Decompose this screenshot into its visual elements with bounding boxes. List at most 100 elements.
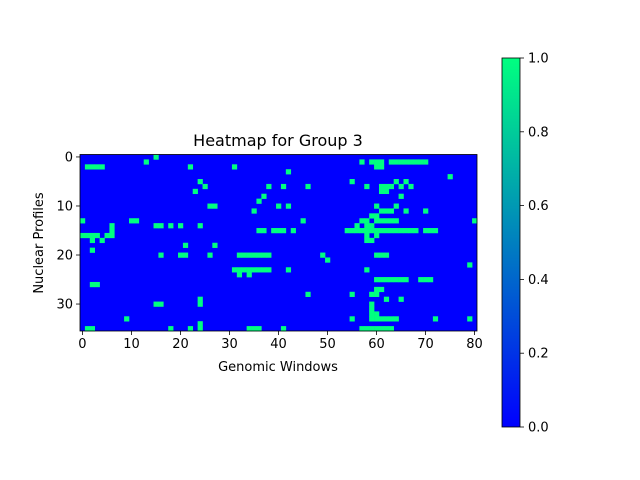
- heatmap-cell: [388, 208, 394, 214]
- heatmap-cell: [143, 159, 149, 165]
- heatmap-cell: [271, 228, 277, 234]
- x-tick-label: 60: [368, 337, 385, 352]
- x-tick-label: 40: [270, 337, 287, 352]
- colorbar-tick-label: 1.0: [528, 52, 549, 67]
- heatmap-cell: [89, 326, 95, 332]
- heatmap-cell: [89, 237, 95, 244]
- x-tick-label: 0: [78, 337, 86, 352]
- heatmap-cell: [256, 267, 262, 273]
- y-axis-label: Nuclear Profiles: [32, 192, 47, 294]
- heatmap-cell: [393, 277, 399, 283]
- heatmap-cell: [231, 164, 238, 170]
- heatmap-cell: [374, 316, 380, 322]
- heatmap-cell: [403, 179, 409, 185]
- heatmap-cell: [378, 208, 385, 214]
- heatmap-cell: [349, 316, 355, 322]
- heatmap-cell: [290, 228, 296, 234]
- heatmap-cell: [383, 183, 390, 190]
- heatmap-cell: [388, 218, 394, 224]
- heatmap-cell: [408, 159, 414, 165]
- heatmap-cell: [378, 159, 385, 165]
- heatmap-cell: [99, 164, 105, 170]
- heatmap-cell: [280, 228, 287, 234]
- heatmap-cell: [349, 291, 355, 297]
- heatmap-cell: [109, 232, 115, 239]
- heatmap-cell: [374, 326, 380, 332]
- heatmap-cell: [378, 228, 385, 234]
- heatmap-cell: [197, 223, 203, 229]
- heatmap-cell: [349, 179, 355, 185]
- heatmap-cell: [84, 232, 91, 239]
- heatmap-cell: [158, 223, 164, 229]
- heatmap-cell: [398, 296, 404, 302]
- heatmap-cell: [212, 203, 218, 209]
- heatmap-cell: [94, 281, 100, 288]
- heatmap-cell: [246, 267, 252, 273]
- heatmap-cell: [84, 326, 91, 332]
- heatmap-cell: [364, 326, 370, 332]
- heatmap-cell: [364, 218, 370, 224]
- heatmap-cell: [369, 213, 375, 219]
- heatmap-cell: [393, 218, 399, 224]
- heatmap-cell: [467, 316, 473, 322]
- heatmap-cell: [378, 252, 385, 258]
- heatmap-cell: [359, 228, 365, 234]
- heatmap-cell: [276, 203, 282, 209]
- heatmap-cell: [423, 159, 429, 165]
- heatmap-cell: [89, 281, 95, 288]
- y-tick-label: 30: [56, 298, 73, 313]
- heatmap-cell: [369, 316, 375, 322]
- chart-title: Heatmap for Group 3: [193, 131, 363, 150]
- heatmap-cell: [374, 164, 380, 170]
- y-tick-label: 0: [65, 150, 73, 165]
- colorbar-ticks: 0.0 0.2 0.4 0.6 0.8 1.0: [520, 52, 549, 436]
- heatmap-cell: [378, 326, 385, 332]
- heatmap-cell: [261, 267, 267, 273]
- colorbar-tick-label: 0.6: [528, 199, 549, 214]
- heatmap-cell: [467, 262, 473, 268]
- heatmap-cell: [251, 326, 257, 332]
- heatmap-cell: [99, 237, 105, 244]
- heatmap-cell: [246, 326, 252, 332]
- heatmap-cell: [359, 159, 365, 165]
- heatmap-cell: [369, 223, 375, 229]
- heatmap-cell: [378, 218, 385, 224]
- heatmap-cell: [383, 296, 390, 302]
- heatmap-cell: [388, 316, 394, 322]
- heatmap-cell: [168, 326, 174, 332]
- heatmap-cell: [403, 228, 409, 234]
- heatmap-cell: [403, 208, 409, 214]
- heatmap-cell: [432, 316, 439, 322]
- heatmap-cell: [423, 277, 429, 283]
- heatmap-cell: [398, 228, 404, 234]
- heatmap-cell: [158, 301, 164, 307]
- heatmap-cell: [378, 164, 385, 170]
- heatmap-cell: [369, 301, 375, 307]
- heatmap-cell: [187, 164, 194, 170]
- heatmap-cell: [266, 183, 272, 190]
- heatmap-cell: [285, 267, 292, 273]
- heatmap-cell: [388, 326, 394, 332]
- heatmap-cell: [398, 277, 404, 283]
- heatmap-cell: [344, 228, 350, 234]
- heatmap-cell: [153, 154, 159, 160]
- heatmap-cell: [320, 252, 326, 258]
- heatmap-cell: [197, 179, 203, 185]
- heatmap-cell: [378, 316, 385, 322]
- heatmap-cell: [285, 169, 292, 175]
- x-tick-label: 50: [319, 337, 336, 352]
- heatmap-cell: [408, 228, 414, 234]
- heatmap-cell: [133, 218, 140, 224]
- heatmap-cell: [325, 257, 331, 263]
- heatmap-cell: [129, 218, 135, 224]
- heatmap-cell: [80, 218, 86, 224]
- heatmap-cell: [383, 208, 390, 214]
- heatmap-cell: [94, 232, 100, 239]
- heatmap-cell: [178, 223, 184, 229]
- heatmap-cell: [109, 228, 115, 234]
- heatmap-cell: [359, 326, 365, 332]
- heatmap-cell: [300, 218, 306, 224]
- x-axis-label: Genomic Windows: [218, 360, 338, 375]
- heatmap-cell: [398, 159, 404, 165]
